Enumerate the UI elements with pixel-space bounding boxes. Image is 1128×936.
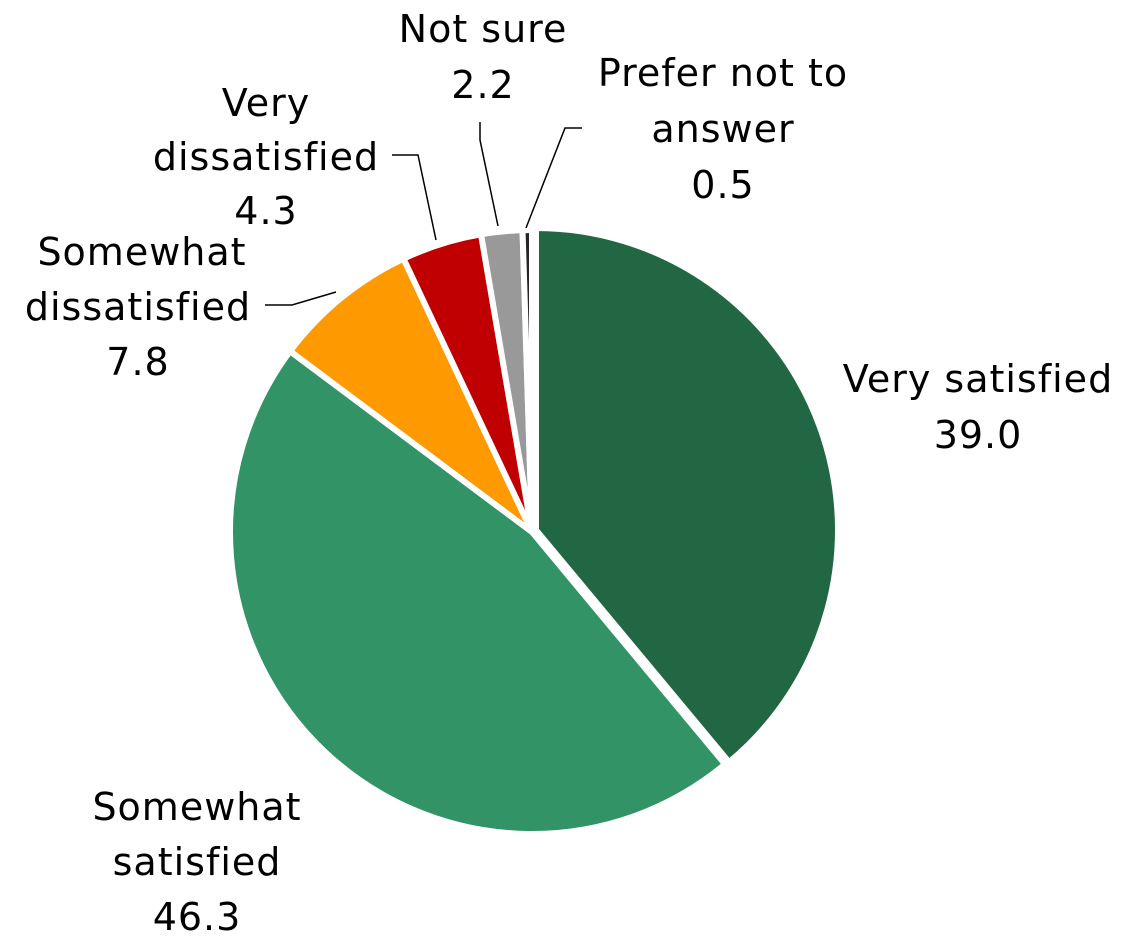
leader-line-very-dissatisfied: [392, 154, 437, 241]
label-name: dissatisfied: [25, 285, 251, 329]
pie-slice-very-satisfied: [533, 224, 841, 767]
leader-lines: [265, 122, 582, 306]
label-value: 7.8: [106, 340, 169, 384]
label-name: satisfied: [113, 840, 282, 884]
label-name: dissatisfied: [153, 135, 379, 179]
pie-slice-prefer-not-to-answer: [519, 226, 535, 533]
pie-slice-somewhat-satisfied: [227, 347, 730, 837]
leader-line-somewhat-dissatisfied: [265, 291, 337, 306]
label-not-sure: Not sure 2.2: [399, 7, 568, 107]
label-name: Somewhat: [37, 230, 246, 274]
label-value: 2.2: [451, 63, 514, 107]
label-value: 39.0: [934, 413, 1023, 457]
label-name: Very: [222, 81, 311, 125]
leader-line-prefer-not-to-answer: [525, 127, 582, 229]
pie-slices: [227, 224, 841, 837]
label-value: 46.3: [153, 895, 242, 936]
label-value: 4.3: [234, 189, 297, 233]
label-name: answer: [651, 107, 794, 151]
label-very-satisfied: Very satisfied 39.0: [843, 357, 1113, 457]
label-name: Prefer not to: [598, 51, 848, 95]
label-name: Very satisfied: [843, 357, 1113, 401]
label-name: Somewhat: [92, 785, 301, 829]
label-somewhat-dissatisfied: Somewhat dissatisfied 7.8: [25, 230, 251, 384]
pie-slice-somewhat-dissatisfied: [285, 254, 535, 535]
label-very-dissatisfied: Very dissatisfied 4.3: [153, 81, 379, 233]
label-value: 0.5: [691, 163, 754, 207]
leader-line-not-sure: [479, 122, 499, 227]
label-name: Not sure: [399, 7, 568, 51]
label-prefer-not-to-answer: Prefer not to answer 0.5: [598, 51, 848, 207]
label-somewhat-satisfied: Somewhat satisfied 46.3: [92, 785, 301, 936]
